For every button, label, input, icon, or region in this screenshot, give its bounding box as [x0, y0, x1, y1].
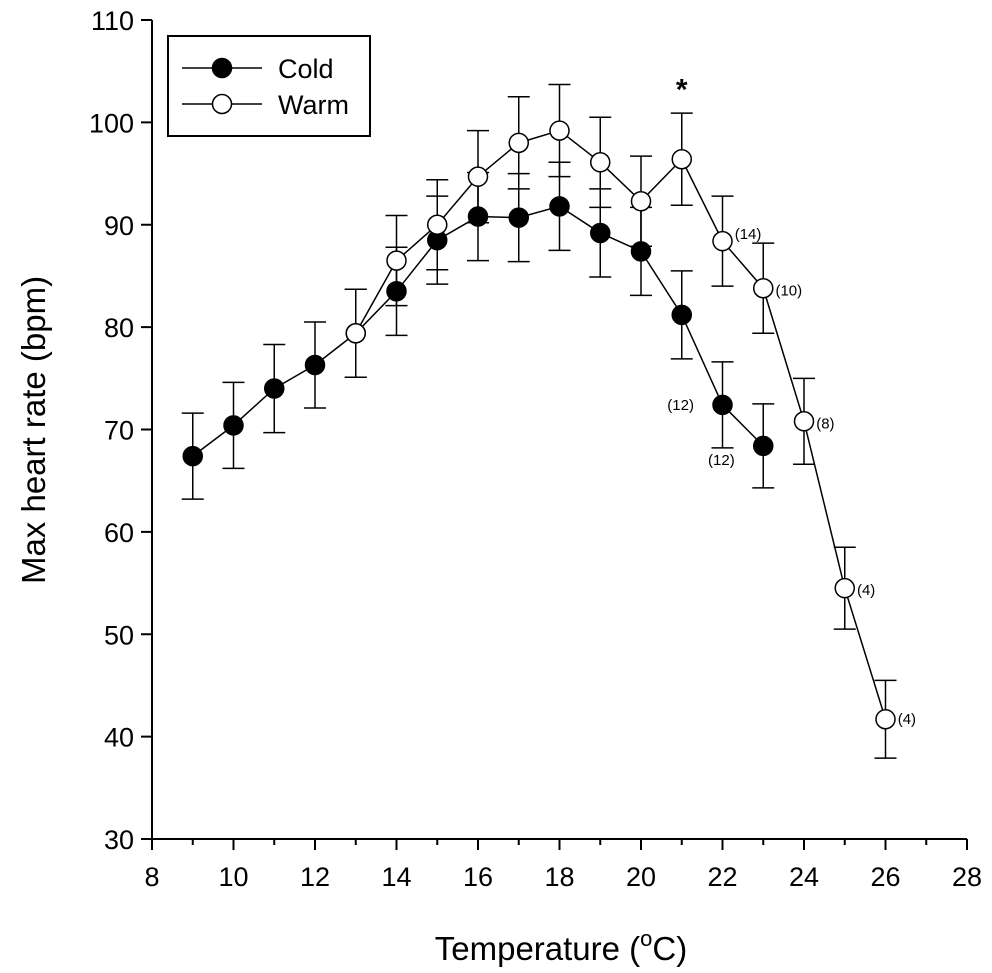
x-tick-label: 28 — [952, 862, 982, 892]
data-point-cold — [508, 207, 529, 228]
x-tick-label: 16 — [463, 862, 493, 892]
data-point-warm — [875, 708, 896, 730]
sample-size-label: (12) — [667, 397, 694, 414]
legend-marker-warm — [211, 93, 233, 115]
legend-box — [167, 35, 371, 137]
series-cold — [181, 161, 775, 500]
legend: Cold Warm — [167, 35, 371, 137]
data-point-warm — [467, 166, 489, 187]
data-point-cold — [549, 196, 570, 217]
y-tick-label: 50 — [104, 620, 134, 650]
data-point-cold — [753, 435, 774, 457]
series-layer — [181, 83, 897, 759]
data-point-cold — [264, 378, 285, 399]
x-tick-label: 14 — [381, 862, 411, 892]
annotations: * (12) (12) (14) (10) (8) (4) (4) — [667, 74, 916, 729]
x-tick-label: 20 — [626, 862, 656, 892]
data-point-warm — [549, 120, 570, 141]
axes: 8 10 12 14 16 18 20 22 24 26 28 30 40 50 60 70 80 90 100 11… — [89, 6, 982, 892]
y-tick-label: 100 — [89, 108, 134, 138]
data-point-warm — [508, 132, 529, 154]
data-point-cold — [671, 304, 692, 326]
x-tick-label: 24 — [789, 862, 819, 892]
legend-marker-cold — [211, 57, 233, 79]
series-warm — [344, 83, 897, 759]
series-line-warm — [355, 129, 887, 720]
y-tick-label: 70 — [104, 416, 134, 446]
y-axis-label: Max heart rate (bpm) — [15, 276, 52, 584]
data-point-cold — [304, 354, 326, 376]
y-tick-label: 90 — [104, 211, 134, 241]
legend-label-cold: Cold — [278, 54, 334, 84]
x-tick-label: 12 — [300, 862, 330, 892]
data-point-warm — [753, 277, 774, 299]
significance-marker: * — [676, 74, 688, 107]
sample-size-label: (4) — [857, 582, 875, 599]
legend-label-warm: Warm — [278, 90, 349, 120]
y-tick-label: 110 — [91, 6, 134, 36]
data-point-cold — [712, 394, 733, 416]
data-point-warm — [427, 214, 448, 235]
legend-item-cold: Cold — [182, 54, 334, 84]
data-point-warm — [793, 411, 815, 432]
x-tick-label: 22 — [707, 862, 737, 892]
data-point-warm — [590, 152, 611, 173]
x-tick-label: 10 — [218, 862, 248, 892]
data-point-warm — [834, 577, 855, 599]
sample-size-label: (10) — [775, 282, 802, 299]
y-tick-label: 30 — [104, 825, 134, 855]
data-point-cold — [590, 222, 611, 244]
x-tick-label: 18 — [544, 862, 574, 892]
sample-size-label: (14) — [735, 226, 762, 243]
data-point-warm — [386, 250, 407, 271]
y-tick-label: 40 — [104, 723, 134, 753]
sample-size-label: (8) — [816, 415, 834, 432]
data-point-warm — [630, 190, 652, 212]
x-axis-label: Temperature (oC) — [435, 926, 688, 967]
sample-size-label: (4) — [898, 711, 916, 728]
data-point-warm — [712, 230, 733, 252]
data-point-cold — [223, 415, 244, 436]
data-point-warm — [345, 323, 366, 344]
y-tick-label: 60 — [104, 518, 134, 548]
sample-size-label: (12) — [708, 452, 735, 469]
x-tick-label: 26 — [870, 862, 900, 892]
legend-item-warm: Warm — [182, 90, 349, 120]
data-point-warm — [671, 148, 692, 170]
data-point-cold — [182, 445, 203, 467]
x-tick-label: 8 — [144, 862, 159, 892]
y-tick-label: 80 — [104, 313, 134, 343]
